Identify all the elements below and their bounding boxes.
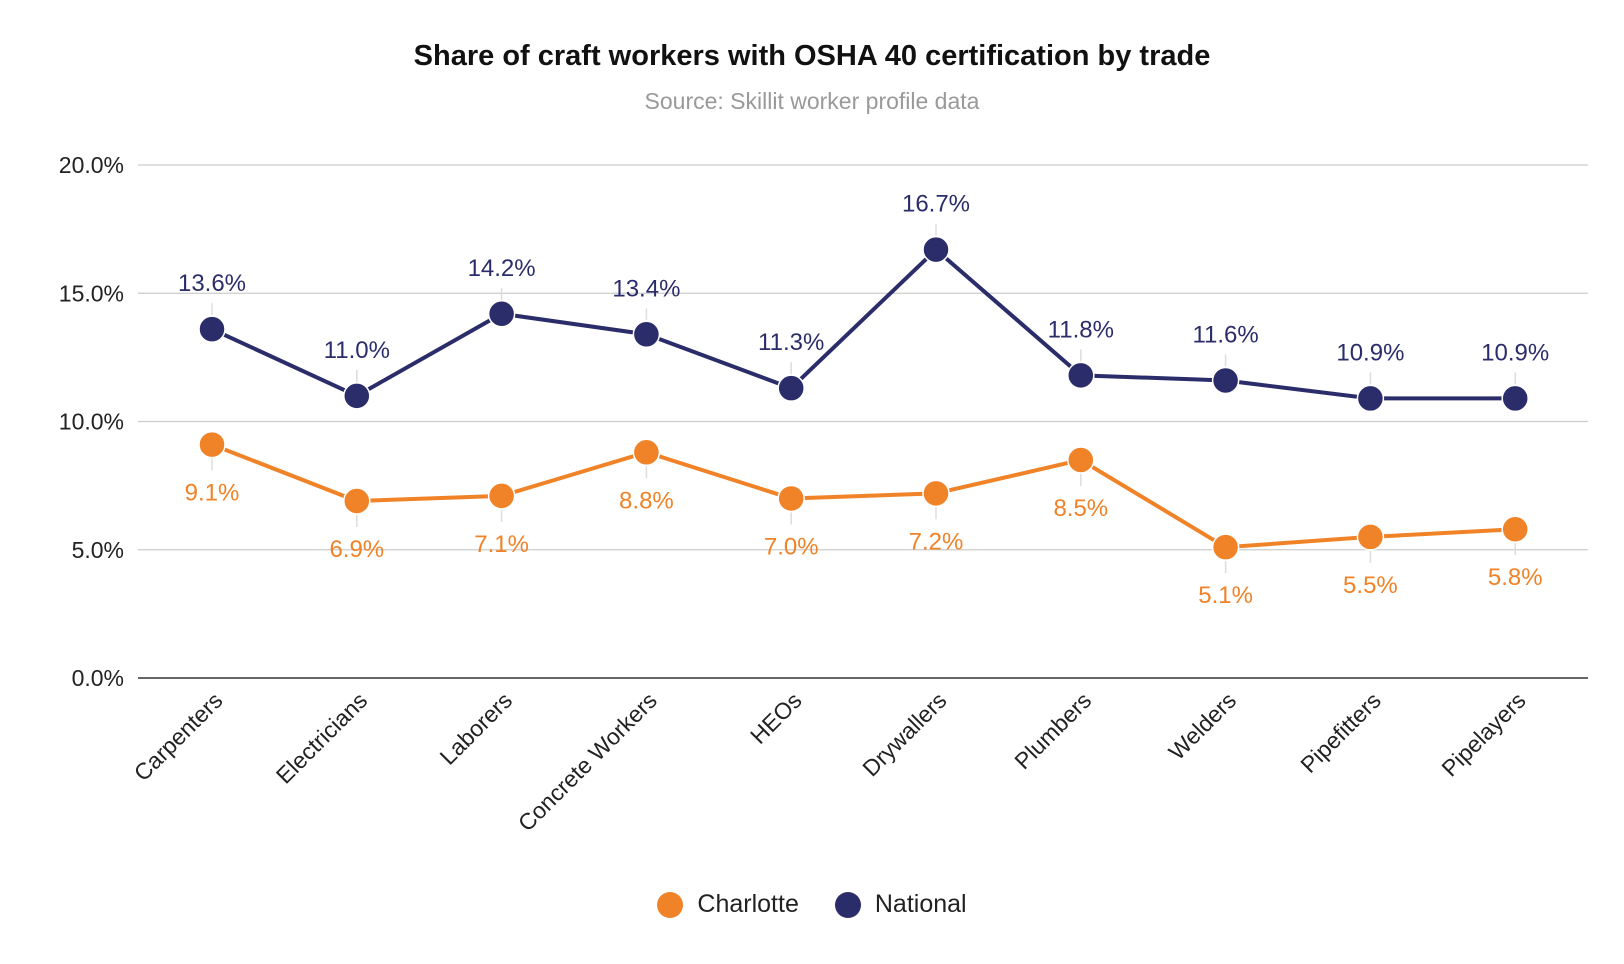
x-tick-label: Plumbers <box>1009 687 1096 774</box>
legend-swatch-charlotte <box>657 891 684 918</box>
x-tick-label: Drywallers <box>857 687 951 781</box>
data-point-charlotte <box>198 430 226 459</box>
data-point-national <box>777 374 805 402</box>
data-point-charlotte <box>343 487 371 515</box>
data-point-national <box>922 235 950 264</box>
legend-item-charlotte[interactable]: Charlotte <box>657 890 799 919</box>
data-point-national <box>198 315 226 343</box>
data-point-national <box>632 320 661 349</box>
x-tick-label: Pipelayers <box>1436 687 1530 781</box>
series-line-charlotte <box>211 442 1516 550</box>
data-point-national <box>1356 384 1385 413</box>
data-point-charlotte <box>1356 523 1385 551</box>
data-label-charlotte: 5.1% <box>1198 582 1253 609</box>
data-label-charlotte: 6.9% <box>329 536 384 563</box>
data-label-national: 10.9% <box>1481 339 1549 366</box>
legend-swatch-national <box>834 891 861 918</box>
data-point-charlotte <box>777 484 805 513</box>
data-point-charlotte <box>1067 446 1095 474</box>
data-label-national: 11.6% <box>1192 321 1258 348</box>
y-tick-label: 15.0% <box>59 280 124 306</box>
chart-legend: Charlotte National <box>0 890 1624 919</box>
data-point-charlotte <box>1501 515 1529 543</box>
data-point-charlotte <box>922 479 950 508</box>
data-point-national <box>1067 361 1095 390</box>
data-point-national <box>343 382 371 410</box>
data-label-charlotte: 5.8% <box>1488 564 1543 591</box>
data-label-national: 14.2% <box>468 255 536 282</box>
x-tick-label: Carpenters <box>129 687 228 786</box>
data-label-charlotte: 7.2% <box>909 528 964 555</box>
data-label-charlotte: 7.0% <box>764 533 819 560</box>
data-point-national <box>487 300 516 328</box>
data-label-charlotte: 8.5% <box>1053 495 1108 522</box>
x-tick-label: Electricians <box>271 687 373 789</box>
y-tick-label: 5.0% <box>72 537 124 563</box>
x-tick-label: Concrete Workers <box>513 687 662 836</box>
data-label-national: 10.9% <box>1336 339 1404 366</box>
legend-label-national: National <box>874 890 967 918</box>
y-tick-label: 0.0% <box>72 665 124 691</box>
data-label-national: 11.3% <box>758 329 824 356</box>
data-label-charlotte: 9.1% <box>185 480 240 507</box>
data-label-national: 13.6% <box>178 270 246 297</box>
data-point-charlotte <box>487 482 516 510</box>
data-label-national: 11.8% <box>1048 316 1114 343</box>
x-tick-label: Laborers <box>435 687 518 770</box>
data-label-charlotte: 7.1% <box>474 531 529 558</box>
chart-subtitle: Source: Skillit worker profile data <box>644 88 980 114</box>
x-tick-label: Pipefitters <box>1295 687 1386 778</box>
legend-item-national[interactable]: National <box>834 890 967 919</box>
data-label-national: 16.7% <box>902 191 970 218</box>
data-point-national <box>1211 366 1240 395</box>
legend-label-charlotte: Charlotte <box>697 890 799 918</box>
x-tick-label: Welders <box>1163 687 1241 765</box>
data-label-charlotte: 5.5% <box>1343 572 1398 599</box>
data-label-national: 11.0% <box>324 337 390 364</box>
y-tick-label: 10.0% <box>59 409 124 435</box>
data-point-national <box>1501 384 1529 413</box>
y-tick-label: 20.0% <box>59 152 124 178</box>
x-tick-label: HEOs <box>745 687 807 749</box>
data-point-charlotte <box>1211 533 1240 561</box>
series-line-national <box>211 247 1516 401</box>
data-point-charlotte <box>632 438 661 467</box>
chart-title: Share of craft workers with OSHA 40 cert… <box>413 40 1211 72</box>
data-label-national: 13.4% <box>612 275 680 302</box>
data-label-charlotte: 8.8% <box>619 487 674 514</box>
